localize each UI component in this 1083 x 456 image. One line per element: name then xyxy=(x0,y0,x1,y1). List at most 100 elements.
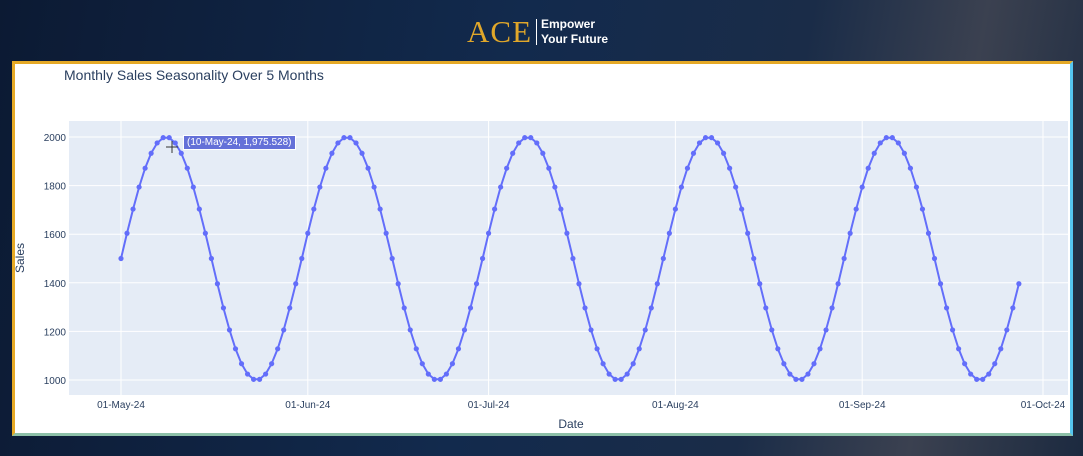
data-point[interactable] xyxy=(992,361,998,367)
data-point[interactable] xyxy=(733,184,739,190)
data-point[interactable] xyxy=(136,184,142,190)
data-point[interactable] xyxy=(943,305,950,311)
data-point[interactable] xyxy=(467,305,474,311)
data-point[interactable] xyxy=(335,140,341,146)
data-point[interactable] xyxy=(498,184,504,190)
data-point[interactable] xyxy=(178,150,184,156)
data-point[interactable] xyxy=(431,376,437,382)
data-point[interactable] xyxy=(618,376,624,382)
data-point[interactable] xyxy=(413,346,419,352)
data-point[interactable] xyxy=(751,255,757,262)
data-point[interactable] xyxy=(919,206,926,212)
data-point[interactable] xyxy=(835,281,841,287)
data-point[interactable] xyxy=(473,281,480,287)
data-point[interactable] xyxy=(220,305,227,311)
data-point[interactable] xyxy=(678,184,685,190)
data-point[interactable] xyxy=(696,140,703,146)
data-point[interactable] xyxy=(956,346,962,352)
data-point[interactable] xyxy=(528,135,534,141)
data-point[interactable] xyxy=(962,361,968,367)
data-point[interactable] xyxy=(208,255,214,262)
data-point[interactable] xyxy=(504,165,510,171)
data-point[interactable] xyxy=(558,206,564,212)
data-point[interactable] xyxy=(787,371,793,377)
data-point[interactable] xyxy=(636,346,642,352)
data-point[interactable] xyxy=(582,305,588,311)
data-point[interactable] xyxy=(702,135,709,141)
data-point[interactable] xyxy=(763,305,769,311)
data-point[interactable] xyxy=(341,135,347,141)
data-point[interactable] xyxy=(660,255,666,262)
data-point[interactable] xyxy=(829,305,835,311)
data-point[interactable] xyxy=(202,230,208,236)
data-point[interactable] xyxy=(775,346,781,352)
data-point[interactable] xyxy=(148,150,154,156)
data-point[interactable] xyxy=(437,376,443,382)
data-point[interactable] xyxy=(757,281,763,287)
data-point[interactable] xyxy=(624,371,630,377)
data-point[interactable] xyxy=(931,255,938,262)
data-point[interactable] xyxy=(853,206,859,212)
data-point[interactable] xyxy=(371,184,377,190)
data-point[interactable] xyxy=(263,371,269,377)
data-point[interactable] xyxy=(118,255,124,262)
data-point[interactable] xyxy=(479,255,486,262)
data-point[interactable] xyxy=(510,150,516,156)
data-point[interactable] xyxy=(937,281,944,287)
data-point[interactable] xyxy=(642,327,648,333)
data-point[interactable] xyxy=(811,361,817,367)
data-point[interactable] xyxy=(461,327,468,333)
data-point[interactable] xyxy=(907,165,914,171)
data-point[interactable] xyxy=(576,281,582,287)
data-point[interactable] xyxy=(317,184,323,190)
data-point[interactable] xyxy=(913,184,920,190)
data-point[interactable] xyxy=(256,376,263,382)
data-point[interactable] xyxy=(443,371,450,377)
data-point[interactable] xyxy=(516,140,522,146)
data-point[interactable] xyxy=(184,165,190,171)
data-point[interactable] xyxy=(377,206,383,212)
data-point[interactable] xyxy=(455,346,462,352)
data-point[interactable] xyxy=(281,327,287,333)
data-point[interactable] xyxy=(365,165,371,171)
data-point[interactable] xyxy=(389,255,395,262)
data-point[interactable] xyxy=(769,327,775,333)
data-point[interactable] xyxy=(425,371,431,377)
data-point[interactable] xyxy=(293,281,299,287)
data-point[interactable] xyxy=(684,165,691,171)
data-point[interactable] xyxy=(275,346,281,352)
plot-area[interactable] xyxy=(69,121,1068,395)
data-point[interactable] xyxy=(347,135,353,141)
data-point[interactable] xyxy=(721,150,727,156)
data-point[interactable] xyxy=(329,150,335,156)
data-point[interactable] xyxy=(401,305,407,311)
data-point[interactable] xyxy=(142,165,148,171)
data-point[interactable] xyxy=(612,376,618,382)
data-point[interactable] xyxy=(238,361,245,367)
data-point[interactable] xyxy=(859,184,865,190)
data-point[interactable] xyxy=(823,327,829,333)
data-point[interactable] xyxy=(395,281,401,287)
data-point[interactable] xyxy=(166,135,172,141)
data-point[interactable] xyxy=(986,371,992,377)
data-point[interactable] xyxy=(190,184,196,190)
data-point[interactable] xyxy=(250,376,257,382)
data-point[interactable] xyxy=(299,255,305,262)
data-point[interactable] xyxy=(160,135,166,141)
data-point[interactable] xyxy=(901,150,907,156)
data-point[interactable] xyxy=(269,361,275,367)
data-point[interactable] xyxy=(871,150,877,156)
data-point[interactable] xyxy=(546,165,552,171)
data-point[interactable] xyxy=(305,230,311,236)
data-point[interactable] xyxy=(672,206,678,212)
data-point[interactable] xyxy=(714,140,721,146)
data-point[interactable] xyxy=(889,135,895,141)
data-point[interactable] xyxy=(130,206,136,212)
data-point[interactable] xyxy=(805,371,811,377)
data-point[interactable] xyxy=(492,206,498,212)
data-point[interactable] xyxy=(968,371,974,377)
data-point[interactable] xyxy=(690,150,697,156)
data-point[interactable] xyxy=(865,165,871,171)
data-point[interactable] xyxy=(196,206,202,212)
